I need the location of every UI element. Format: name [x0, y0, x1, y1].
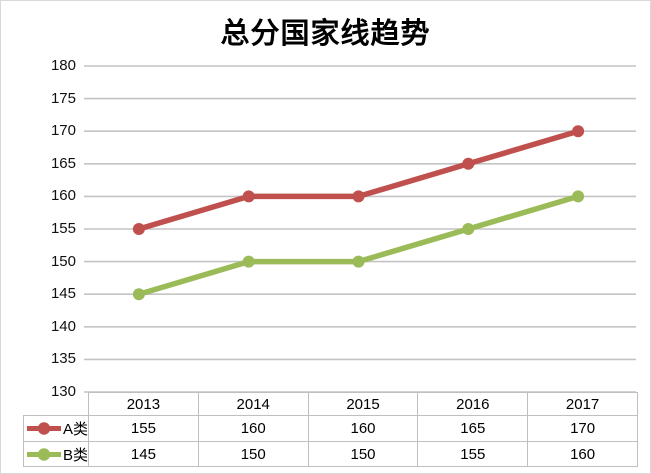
data-point-marker: [352, 190, 365, 203]
y-axis-tick-label: 135: [50, 350, 76, 368]
value-cell: 155: [88, 415, 199, 442]
series-name-label: A类: [63, 421, 89, 438]
y-axis-tick-label: 140: [50, 317, 76, 335]
table-corner-blank: [24, 393, 89, 416]
legend-key-icon: [27, 447, 61, 461]
value-cell: 160: [307, 415, 419, 442]
data-point-marker: [352, 255, 365, 268]
legend-key-icon: [27, 422, 61, 435]
value-cell: 150: [197, 441, 309, 467]
value-cell: 160: [197, 415, 309, 442]
year-header-cell: 2013: [88, 392, 199, 416]
value-cell: 170: [527, 415, 638, 442]
legend-key-marker: [37, 422, 51, 435]
chart-title: 总分国家线趋势: [220, 18, 431, 50]
data-point-marker: [462, 157, 475, 170]
y-axis-tick-label: 175: [50, 89, 76, 107]
y-axis-tick-label: 180: [50, 57, 76, 74]
year-header-cell: 2017: [527, 392, 638, 416]
year-header-cell: 2015: [307, 392, 419, 416]
legend-cell: A类: [22, 415, 90, 442]
y-axis-tick-label: 145: [50, 285, 76, 303]
y-axis-tick-label: 130: [50, 383, 76, 400]
data-point-marker: [572, 190, 585, 203]
legend-cell: B类: [22, 441, 90, 467]
year-header-cell: 2016: [417, 392, 529, 416]
data-point-marker: [132, 288, 145, 301]
y-axis-tick-label: 155: [50, 220, 76, 237]
year-header-cell: 2014: [197, 392, 309, 416]
data-point-marker: [242, 255, 255, 268]
value-cell: 155: [417, 441, 529, 467]
legend-key-marker: [37, 447, 51, 461]
value-cell: 145: [88, 441, 199, 467]
y-axis-tick-label: 160: [50, 187, 76, 205]
data-point-marker: [572, 125, 585, 138]
value-cell: 165: [417, 415, 529, 442]
data-point-marker: [132, 223, 145, 235]
y-axis-tick-label: 170: [50, 122, 76, 140]
data-point-marker: [462, 223, 475, 235]
y-axis-tick-label: 150: [50, 252, 76, 270]
series-name-label: B类: [63, 446, 89, 464]
value-cell: 160: [527, 441, 638, 467]
data-point-marker: [242, 190, 255, 203]
y-axis-tick-label: 165: [50, 154, 76, 172]
data-table: 2013 2014 2015 2016 2017 A类 155 160 160 165 170 B类 1…: [22, 392, 638, 467]
value-cell: 150: [307, 441, 419, 467]
